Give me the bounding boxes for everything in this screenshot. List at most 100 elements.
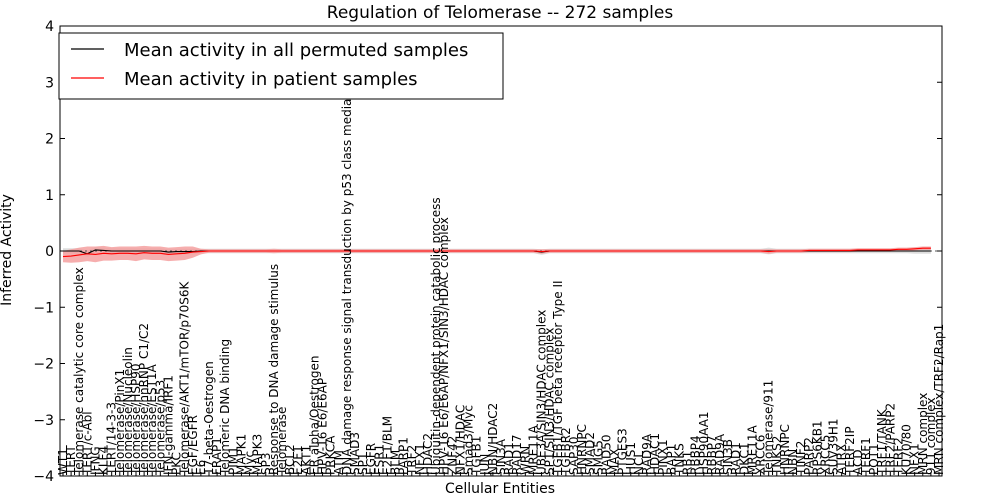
x-tick-label: Telomerase/EST1A <box>145 363 159 476</box>
legend-box <box>58 32 504 100</box>
x-tick-label: Response to DNA damage stimulus <box>267 264 281 475</box>
y-tick-label: 3 <box>45 75 54 91</box>
x-tick-label: TERT/c-Abl <box>80 411 94 476</box>
x-tick-label: BLM <box>389 450 403 475</box>
x-tick-label: Ubiquitin-dependent protein catabolic pr… <box>429 197 443 475</box>
x-tick-label: MAPK3 <box>251 434 265 475</box>
x-tick-label: SMG5 <box>591 440 605 475</box>
y-tick-label: −1 <box>33 300 54 316</box>
x-tick-label: Telomerase/hnRNP C1/C2 <box>137 323 151 476</box>
x-tick-label: KLF4 <box>97 446 111 475</box>
x-tick-label: UBE3A/SIN3/HDAC complex <box>535 310 549 475</box>
x-tick-label: RBBP4 <box>689 435 703 475</box>
x-tick-label: SAP30 <box>567 436 581 475</box>
x-tick-label: PARP2 <box>802 437 816 475</box>
x-tick-label: SUV39H1 <box>827 418 841 475</box>
x-tick-label: PRKCA <box>324 435 338 475</box>
x-tick-label: TRF1/TANK <box>875 408 889 476</box>
x-tick-label: 911 complex <box>924 397 938 475</box>
y-tick-label: 4 <box>45 19 54 35</box>
x-tick-label: AKT1 <box>299 445 313 475</box>
x-tick-label: IFNG <box>88 446 102 475</box>
x-tick-label: NBN <box>786 449 800 475</box>
x-tick-label: NFX1 <box>413 443 427 475</box>
x-tick-label: ATM <box>332 450 346 475</box>
x-tick-label: RAD17 <box>510 434 524 475</box>
y-axis-label: Inferred Activity <box>0 194 15 306</box>
y-tick-label: 1 <box>45 188 54 204</box>
x-tick-label: TGFB1 <box>470 436 484 476</box>
x-tick-label: XRCC6 <box>754 435 768 475</box>
x-tick-label: JUN <box>478 454 492 476</box>
x-tick-label: FRAP1 <box>210 437 224 475</box>
x-tick-label: HPV-16 E6/E6AP <box>316 378 330 475</box>
legend: Mean activity in all permuted samples Me… <box>58 32 504 100</box>
y-tick-label: 2 <box>45 132 54 148</box>
x-tick-label: Telomerase catalytic core complex <box>72 267 86 476</box>
x-tick-label: TRF2 <box>405 445 419 476</box>
x-tick-label: Telomeric DNA binding <box>218 339 232 476</box>
x-tick-label: NFX1/HDAC <box>453 405 467 475</box>
x-tick-label: ZNF42 <box>445 436 459 475</box>
x-tick-label: HNRNPC <box>778 424 792 475</box>
x-tick-label: Myc <box>243 451 257 475</box>
x-tick-label: NCL <box>632 451 646 475</box>
x-tick-label: PKC <box>170 452 184 475</box>
x-tick-label: RAD9A <box>640 433 654 475</box>
legend-label-patient: Mean activity in patient samples <box>124 69 418 90</box>
x-tick-label: KU70/80 <box>900 424 914 475</box>
x-tick-label: MRN complex/TRF2/Rap1 <box>932 324 946 475</box>
x-tick-label: MRN complex <box>916 393 930 475</box>
x-tick-label: HNRNPC <box>575 424 589 475</box>
x-tick-label: BCL2 <box>283 444 297 475</box>
x-tick-label: ER alpha/Oestrogen <box>307 356 321 475</box>
x-tick-label: E6 <box>194 460 208 475</box>
x-tick-label: TERF1 <box>859 437 873 476</box>
x-tick-label: TERT/14-3-3 <box>105 402 119 476</box>
x-tick-label: EGF/EGFR <box>186 415 200 475</box>
chart-title: Regulation of Telomerase -- 272 samples <box>327 3 674 23</box>
x-tick-label: SP1/SIN3/HDAC complex <box>543 328 557 475</box>
series-band-1 <box>63 245 931 263</box>
x-tick-label: PINX1 <box>656 439 670 475</box>
y-tick-label: −2 <box>33 357 54 373</box>
x-tick-label: SP1 <box>356 453 370 476</box>
x-tick-label: TINF2 <box>794 441 808 476</box>
y-tick-label: −3 <box>33 413 54 429</box>
x-tick-label: ESR1 <box>372 444 386 475</box>
x-tick-label: HDAC2 <box>421 433 435 475</box>
x-tick-label: MRE11A <box>745 424 759 475</box>
x-tick-label: DNA damage response signal transduction … <box>340 82 354 475</box>
x-tick-label: PTGES3 <box>616 428 630 475</box>
x-tick-label: PIM1 <box>226 446 240 475</box>
x-tick-label: XRCC5 <box>818 435 832 475</box>
x-tick-label: BAP1 <box>664 444 678 475</box>
x-tick-label: NFX1 <box>908 443 922 475</box>
x-tick-label: MAPK1 <box>234 434 248 475</box>
x-tick-label: PARP1 <box>397 437 411 475</box>
legend-label-permuted: Mean activity in all permuted samples <box>124 40 468 61</box>
x-tick-label: RAD1 <box>729 442 743 475</box>
x-tick-label: HPV-16 E6/E6AP/NFX1/SIN3/HDAC complex <box>437 217 451 475</box>
x-tick-label: TRF2/PARP2 <box>883 403 897 476</box>
x-tick-label: HDAC1 <box>648 433 662 475</box>
plot-frame <box>59 25 943 477</box>
x-tick-label: E2F1/BLM <box>380 416 394 475</box>
x-tick-label: NBN/HDAC2 <box>486 403 500 475</box>
series-line-1 <box>62 247 931 258</box>
x-tick-label: TERF2 <box>891 437 905 476</box>
x-tick-label: EGFR <box>364 443 378 475</box>
x-tick-label: SP3 <box>259 453 273 476</box>
x-tick-label: SMAD3 <box>348 432 362 475</box>
x-tick-label: HUS1 <box>624 442 638 475</box>
x-tick-label: Telomerase/Nucleolin <box>121 347 135 476</box>
x-tick-label: TGFB1/TGF beta receptor Type II <box>551 280 565 476</box>
x-tick-label: Smad3/Myc <box>462 405 476 475</box>
x-tick-label: ATRX <box>835 444 849 475</box>
x-tick-label: ACD <box>851 449 865 475</box>
x-tick-label: RPS6KB1 <box>810 420 824 475</box>
x-tick-label: IFN-gamma/IRF1 <box>161 375 175 475</box>
x-tick-label: RAD9A <box>713 433 727 475</box>
x-tick-label: MAX <box>608 448 622 475</box>
x-tick-label: TERF2IP <box>843 426 857 476</box>
